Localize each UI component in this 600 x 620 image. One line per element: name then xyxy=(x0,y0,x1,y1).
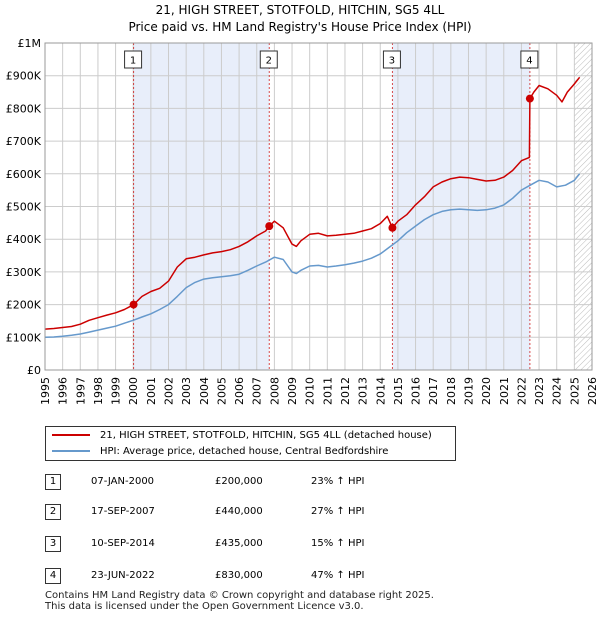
y-tick-label: £600K xyxy=(6,168,42,181)
legend-swatch-hpi xyxy=(52,450,90,452)
sale-hpi-change: 47% ↑ HPI xyxy=(311,570,365,581)
x-tick-label: 2020 xyxy=(480,377,493,405)
sale-row: 4 23-JUN-2022 £830,000 47% ↑ HPI xyxy=(45,568,445,586)
y-tick-label: £700K xyxy=(6,135,42,148)
x-tick-label: 2010 xyxy=(304,377,317,405)
x-tick-label: 2016 xyxy=(410,377,423,405)
x-tick-label: 2003 xyxy=(180,377,193,405)
footer-line-licence: This data is licensed under the Open Gov… xyxy=(45,601,364,612)
x-tick-label: 1999 xyxy=(110,377,123,405)
x-tick-label: 2000 xyxy=(127,377,140,405)
sale-date: 23-JUN-2022 xyxy=(91,570,155,581)
y-tick-label: £100K xyxy=(6,331,42,344)
y-tick-label: £200K xyxy=(6,299,42,312)
x-tick-label: 2009 xyxy=(286,377,299,405)
legend-item-property: 21, HIGH STREET, STOTFOLD, HITCHIN, SG5 … xyxy=(52,428,432,444)
x-tick-label: 2001 xyxy=(145,377,158,405)
y-tick-label: £1M xyxy=(18,37,42,50)
x-tick-label: 2014 xyxy=(374,377,387,405)
x-tick-label: 2006 xyxy=(233,377,246,405)
sale-marker-box xyxy=(259,50,278,69)
x-tick-label: 2007 xyxy=(251,377,264,405)
chart-title: 21, HIGH STREET, STOTFOLD, HITCHIN, SG5 … xyxy=(156,3,445,17)
y-tick-label: £400K xyxy=(6,233,42,246)
x-tick-label: 2025 xyxy=(568,377,581,405)
sale-date: 07-JAN-2000 xyxy=(91,476,155,487)
x-tick-label: 2023 xyxy=(533,377,546,405)
legend-swatch-property xyxy=(52,434,90,436)
sale-point xyxy=(129,300,138,309)
sale-number-badge: 1 xyxy=(45,474,61,490)
y-tick-label: £900K xyxy=(6,70,42,83)
sale-hpi-change: 15% ↑ HPI xyxy=(311,538,365,549)
x-tick-label: 2004 xyxy=(198,377,211,405)
sale-marker-label: 2 xyxy=(266,56,272,67)
y-tick-label: £500K xyxy=(6,201,42,214)
plot-border xyxy=(44,42,593,371)
x-tick-label: 2022 xyxy=(515,377,528,405)
sale-number-badge: 4 xyxy=(45,568,61,584)
footer-line-copyright: Contains HM Land Registry data © Crown c… xyxy=(45,590,434,601)
price-chart: 21, HIGH STREET, STOTFOLD, HITCHIN, SG5 … xyxy=(6,3,599,405)
footer-attribution: Contains HM Land Registry data © Crown c… xyxy=(45,590,434,612)
y-tick-label: £0 xyxy=(27,364,41,377)
x-tick-label: 2018 xyxy=(445,377,458,405)
property-price-line xyxy=(44,76,581,330)
sale-marker-box xyxy=(124,50,143,69)
sale-row: 1 07-JAN-2000 £200,000 23% ↑ HPI xyxy=(45,474,445,492)
sale-marker-box xyxy=(520,50,539,69)
x-tick-label: 1996 xyxy=(57,377,70,405)
sale-marker-label: 3 xyxy=(389,56,395,67)
sale-row: 2 17-SEP-2007 £440,000 27% ↑ HPI xyxy=(45,504,445,522)
sale-price: £200,000 xyxy=(215,476,263,487)
x-tick-label: 1998 xyxy=(92,377,105,405)
y-tick-label: £800K xyxy=(6,102,42,115)
x-tick-label: 2015 xyxy=(392,377,405,405)
x-tick-label: 2008 xyxy=(268,377,281,405)
x-tick-label: 2019 xyxy=(462,377,475,405)
x-tick-label: 2017 xyxy=(427,377,440,405)
x-tick-label: 2011 xyxy=(321,377,334,405)
sale-price: £435,000 xyxy=(215,538,263,549)
sale-date: 17-SEP-2007 xyxy=(91,506,155,517)
sale-marker-label: 4 xyxy=(526,56,532,67)
x-tick-label: 1995 xyxy=(39,377,52,405)
sale-hpi-change: 27% ↑ HPI xyxy=(311,506,365,517)
sale-price: £440,000 xyxy=(215,506,263,517)
sale-hpi-change: 23% ↑ HPI xyxy=(311,476,365,487)
legend-label-hpi: HPI: Average price, detached house, Cent… xyxy=(100,446,389,457)
sale-point xyxy=(388,223,397,232)
sale-marker-box xyxy=(382,50,401,69)
hpi-line xyxy=(44,173,581,339)
sale-price: £830,000 xyxy=(215,570,263,581)
sale-number-badge: 3 xyxy=(45,536,61,552)
sale-point xyxy=(525,94,534,103)
x-tick-label: 2026 xyxy=(586,377,599,405)
x-tick-label: 1997 xyxy=(74,377,87,405)
x-tick-label: 2005 xyxy=(215,377,228,405)
chart-legend: 21, HIGH STREET, STOTFOLD, HITCHIN, SG5 … xyxy=(45,426,456,461)
sale-point xyxy=(265,222,274,231)
chart-subtitle: Price paid vs. HM Land Registry's House … xyxy=(128,20,471,34)
legend-label-property: 21, HIGH STREET, STOTFOLD, HITCHIN, SG5 … xyxy=(100,430,432,441)
sale-marker-label: 1 xyxy=(130,56,136,67)
x-tick-label: 2024 xyxy=(551,377,564,405)
x-tick-label: 2002 xyxy=(163,377,176,405)
sale-date: 10-SEP-2014 xyxy=(91,538,155,549)
y-tick-label: £300K xyxy=(6,266,42,279)
sale-row: 3 10-SEP-2014 £435,000 15% ↑ HPI xyxy=(45,536,445,554)
sale-number-badge: 2 xyxy=(45,504,61,520)
x-tick-label: 2012 xyxy=(339,377,352,405)
legend-item-hpi: HPI: Average price, detached house, Cent… xyxy=(52,444,388,460)
x-tick-label: 2013 xyxy=(357,377,370,405)
x-tick-label: 2021 xyxy=(498,377,511,405)
